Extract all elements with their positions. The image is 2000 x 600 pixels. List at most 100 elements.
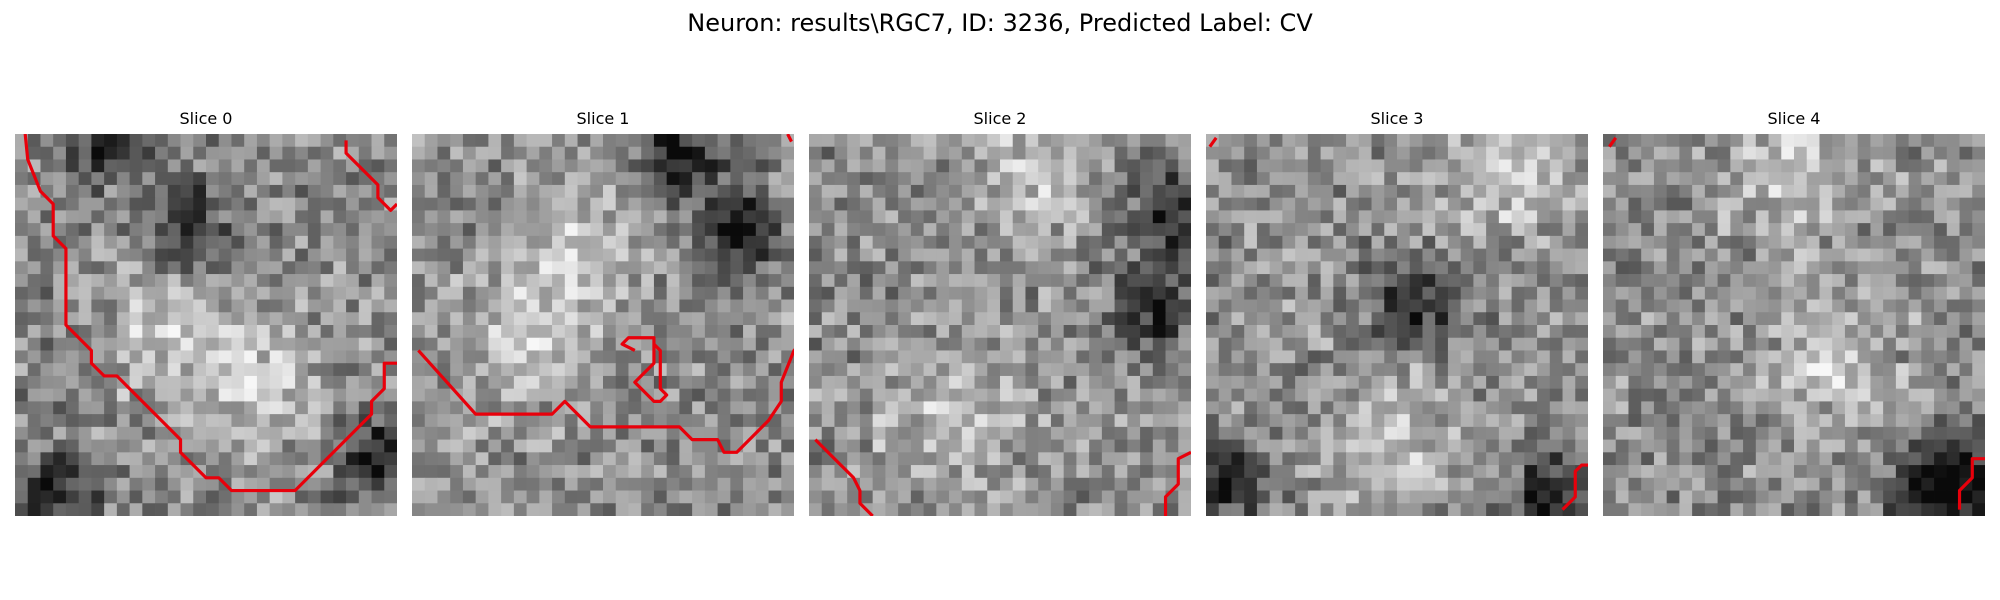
image-pixel — [1524, 274, 1538, 288]
image-pixel — [1498, 134, 1512, 148]
image-pixel — [936, 134, 950, 148]
image-pixel — [1435, 146, 1449, 160]
image-pixel — [1012, 184, 1026, 199]
image-pixel — [885, 210, 899, 224]
image-pixel — [1307, 363, 1321, 377]
image-pixel — [1537, 350, 1551, 364]
image-pixel — [244, 465, 258, 479]
image-pixel — [1101, 146, 1115, 160]
image-pixel — [116, 388, 130, 402]
image-pixel — [155, 426, 169, 440]
image-pixel — [167, 134, 181, 148]
image-pixel — [91, 210, 105, 224]
image-pixel — [1218, 350, 1232, 364]
image-pixel — [437, 337, 451, 351]
image-pixel — [167, 414, 181, 428]
image-pixel — [1794, 375, 1808, 390]
image-pixel — [1447, 184, 1462, 199]
image-pixel — [15, 477, 29, 491]
image-pixel — [269, 197, 283, 211]
image-pixel — [949, 312, 963, 326]
image-pixel — [859, 350, 874, 364]
image-pixel — [1857, 134, 1871, 148]
image-pixel — [603, 312, 617, 326]
image-pixel — [653, 490, 668, 504]
image-pixel — [847, 197, 861, 211]
image-pixel — [1282, 286, 1296, 300]
image-pixel — [1908, 286, 1922, 300]
image-pixel — [1307, 210, 1321, 224]
image-pixel — [704, 414, 718, 428]
image-pixel — [424, 146, 438, 160]
image-pixel — [167, 261, 181, 275]
image-pixel — [1730, 261, 1744, 275]
image-pixel — [1333, 184, 1347, 199]
image-pixel — [78, 363, 92, 377]
image-pixel — [320, 146, 334, 160]
image-pixel — [1114, 490, 1128, 504]
image-pixel — [1524, 286, 1538, 300]
image-pixel — [526, 299, 540, 313]
image-pixel — [1089, 363, 1103, 377]
image-pixel — [1101, 223, 1115, 237]
image-pixel — [615, 388, 629, 402]
image-pixel — [1717, 503, 1731, 516]
image-pixel — [923, 350, 937, 364]
image-pixel — [781, 439, 794, 453]
image-pixel — [1206, 210, 1220, 224]
image-pixel — [1653, 426, 1668, 440]
image-pixel — [1730, 439, 1744, 453]
image-pixel — [898, 146, 912, 160]
image-pixel — [653, 159, 668, 173]
image-pixel — [1692, 375, 1706, 390]
image-pixel — [1295, 146, 1309, 160]
image-pixel — [1768, 363, 1782, 377]
image-pixel — [590, 235, 604, 249]
image-pixel — [1089, 172, 1103, 186]
image-pixel — [1333, 401, 1347, 415]
image-pixel — [371, 337, 385, 351]
image-pixel — [1615, 490, 1629, 504]
image-pixel — [1140, 465, 1154, 479]
image-pixel — [743, 414, 757, 428]
image-pixel — [1679, 401, 1693, 415]
image-pixel — [949, 375, 963, 390]
image-pixel — [1114, 414, 1128, 428]
image-pixel — [628, 223, 642, 237]
image-pixel — [872, 426, 886, 440]
image-pixel — [1832, 197, 1846, 211]
image-pixel — [1473, 439, 1487, 453]
image-pixel — [1704, 401, 1718, 415]
image-pixel — [1908, 426, 1922, 440]
image-pixel — [1000, 388, 1014, 402]
image-pixel — [320, 299, 334, 313]
image-pixel — [1768, 388, 1782, 402]
image-pixel — [1244, 375, 1258, 390]
image-pixel — [898, 439, 912, 453]
image-pixel — [1282, 248, 1296, 262]
image-pixel — [641, 248, 655, 262]
image-pixel — [1959, 235, 1973, 249]
image-pixel — [1295, 286, 1309, 300]
image-pixel — [1231, 184, 1245, 199]
image-pixel — [1050, 490, 1065, 504]
image-pixel — [1101, 452, 1115, 466]
image-pixel — [1307, 337, 1321, 351]
image-pixel — [730, 325, 744, 339]
image-pixel — [1320, 274, 1334, 288]
image-pixel — [1050, 337, 1065, 351]
image-pixel — [384, 337, 397, 351]
image-pixel — [1397, 223, 1411, 237]
image-pixel — [1358, 439, 1372, 453]
image-pixel — [167, 312, 181, 326]
image-pixel — [65, 172, 80, 186]
image-pixel — [15, 210, 29, 224]
image-pixel — [552, 197, 566, 211]
image-pixel — [15, 286, 29, 300]
image-pixel — [1972, 248, 1985, 262]
image-pixel — [781, 337, 794, 351]
image-pixel — [437, 350, 451, 364]
image-pixel — [961, 248, 975, 262]
image-pixel — [821, 337, 835, 351]
image-pixel — [27, 350, 41, 364]
